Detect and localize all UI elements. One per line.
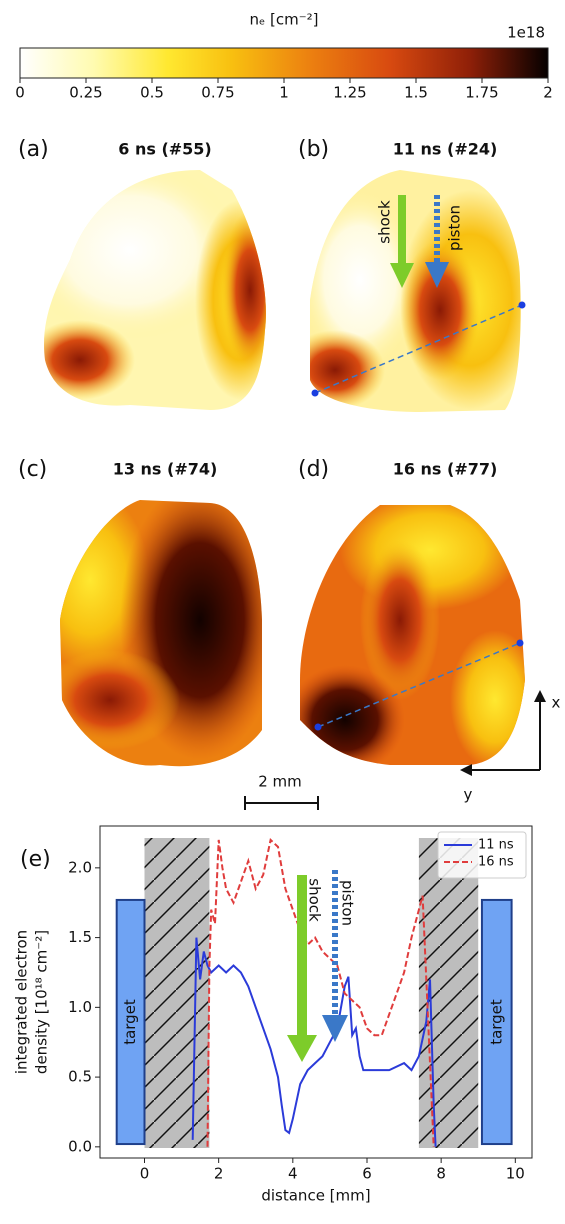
target-label: target xyxy=(121,999,139,1045)
piston-arrow xyxy=(425,262,449,288)
lineout-end xyxy=(314,723,322,731)
shock-label: shock xyxy=(306,878,324,922)
piston-label: piston xyxy=(339,880,357,926)
target-block xyxy=(115,898,146,1146)
colorbar-tick-label: 1.75 xyxy=(465,84,498,102)
colorbar-ticks: 0 0.25 0.5 0.75 1 1.25 1.5 1.75 2 xyxy=(15,78,553,102)
colorbar-multiplier: 1e18 xyxy=(507,24,545,42)
panel-label: (c) xyxy=(18,457,47,482)
scale-bar xyxy=(244,796,319,810)
x-tick-label: 8 xyxy=(436,1165,446,1183)
lineout-end xyxy=(518,301,526,309)
shock-arrow xyxy=(398,195,406,263)
colorbar-tick-label: 0 xyxy=(15,84,25,102)
panel-label: (e) xyxy=(20,847,51,872)
orientation-arrowheads xyxy=(460,690,546,776)
image-b xyxy=(310,170,521,412)
x-tick-label: 0 xyxy=(140,1165,150,1183)
line-plot: target target 0 2 4 6 8 10 0.0 0.5 1.0 1.5 2.0 distan… xyxy=(13,825,533,1205)
colorbar-title: nₑ [cm⁻²] xyxy=(249,11,318,29)
shock-label: shock xyxy=(376,200,394,244)
scale-bar-label: 2 mm xyxy=(258,773,302,791)
y-tick-label: 1.5 xyxy=(68,928,92,946)
colorbar-tick-label: 1.25 xyxy=(333,84,366,102)
image-d xyxy=(300,505,525,765)
target-label: target xyxy=(487,999,505,1045)
colorbar-tick-label: 0.25 xyxy=(69,84,102,102)
y-tick-label: 2.0 xyxy=(68,858,92,876)
panel-label: (d) xyxy=(298,457,329,482)
panel-label: (b) xyxy=(298,137,329,162)
colorbar-tick-label: 0.5 xyxy=(140,84,164,102)
y-tick-label: 0.0 xyxy=(68,1137,92,1155)
series-line xyxy=(206,837,435,1147)
colorbar-tick-label: 1 xyxy=(279,84,289,102)
hatched-region xyxy=(144,838,210,1148)
y-axis-label: density [10¹⁸ cm⁻²] xyxy=(33,930,51,1074)
colorbar-tick-label: 2 xyxy=(543,84,553,102)
series-line xyxy=(191,937,437,1147)
panel-title: 11 ns (#24) xyxy=(393,140,498,159)
colorbar xyxy=(19,47,549,79)
piston-label: piston xyxy=(446,205,464,251)
orientation-axes xyxy=(470,700,541,771)
piston-arrow xyxy=(322,1015,348,1042)
x-tick-label: 2 xyxy=(214,1165,224,1183)
x-axis-label: distance [mm] xyxy=(261,1187,370,1205)
x-tick-label: 4 xyxy=(288,1165,298,1183)
shock-arrow xyxy=(287,1035,317,1062)
lineout-end xyxy=(311,389,319,397)
legend-box xyxy=(437,831,527,879)
lineout-path xyxy=(317,642,521,728)
y-tick-label: 0.5 xyxy=(68,1068,92,1086)
lineout-end xyxy=(516,639,524,647)
panel-title: 13 ns (#74) xyxy=(113,460,218,479)
shock-arrow xyxy=(390,263,414,288)
axis-x-label: x xyxy=(552,694,561,712)
panel-label: (a) xyxy=(18,137,49,162)
legend-label: 11 ns xyxy=(478,838,514,853)
y-axis-label: integrated electron xyxy=(13,930,31,1074)
shock-arrow xyxy=(297,875,307,1035)
plot-frame xyxy=(99,825,533,1159)
colorbar-tick-label: 0.75 xyxy=(201,84,234,102)
panel-title: 6 ns (#55) xyxy=(118,140,211,159)
x-tick-label: 10 xyxy=(506,1165,525,1183)
image-c xyxy=(60,500,262,767)
y-tick-label: 1.0 xyxy=(68,998,92,1016)
legend-label: 16 ns xyxy=(478,855,514,870)
colorbar-tick-label: 1.5 xyxy=(404,84,428,102)
panel-title: 16 ns (#77) xyxy=(393,460,498,479)
x-tick-label: 6 xyxy=(362,1165,372,1183)
image-a xyxy=(44,170,266,410)
axis-y-label: y xyxy=(464,786,473,804)
lineout-path xyxy=(314,304,523,394)
target-block xyxy=(480,898,513,1146)
